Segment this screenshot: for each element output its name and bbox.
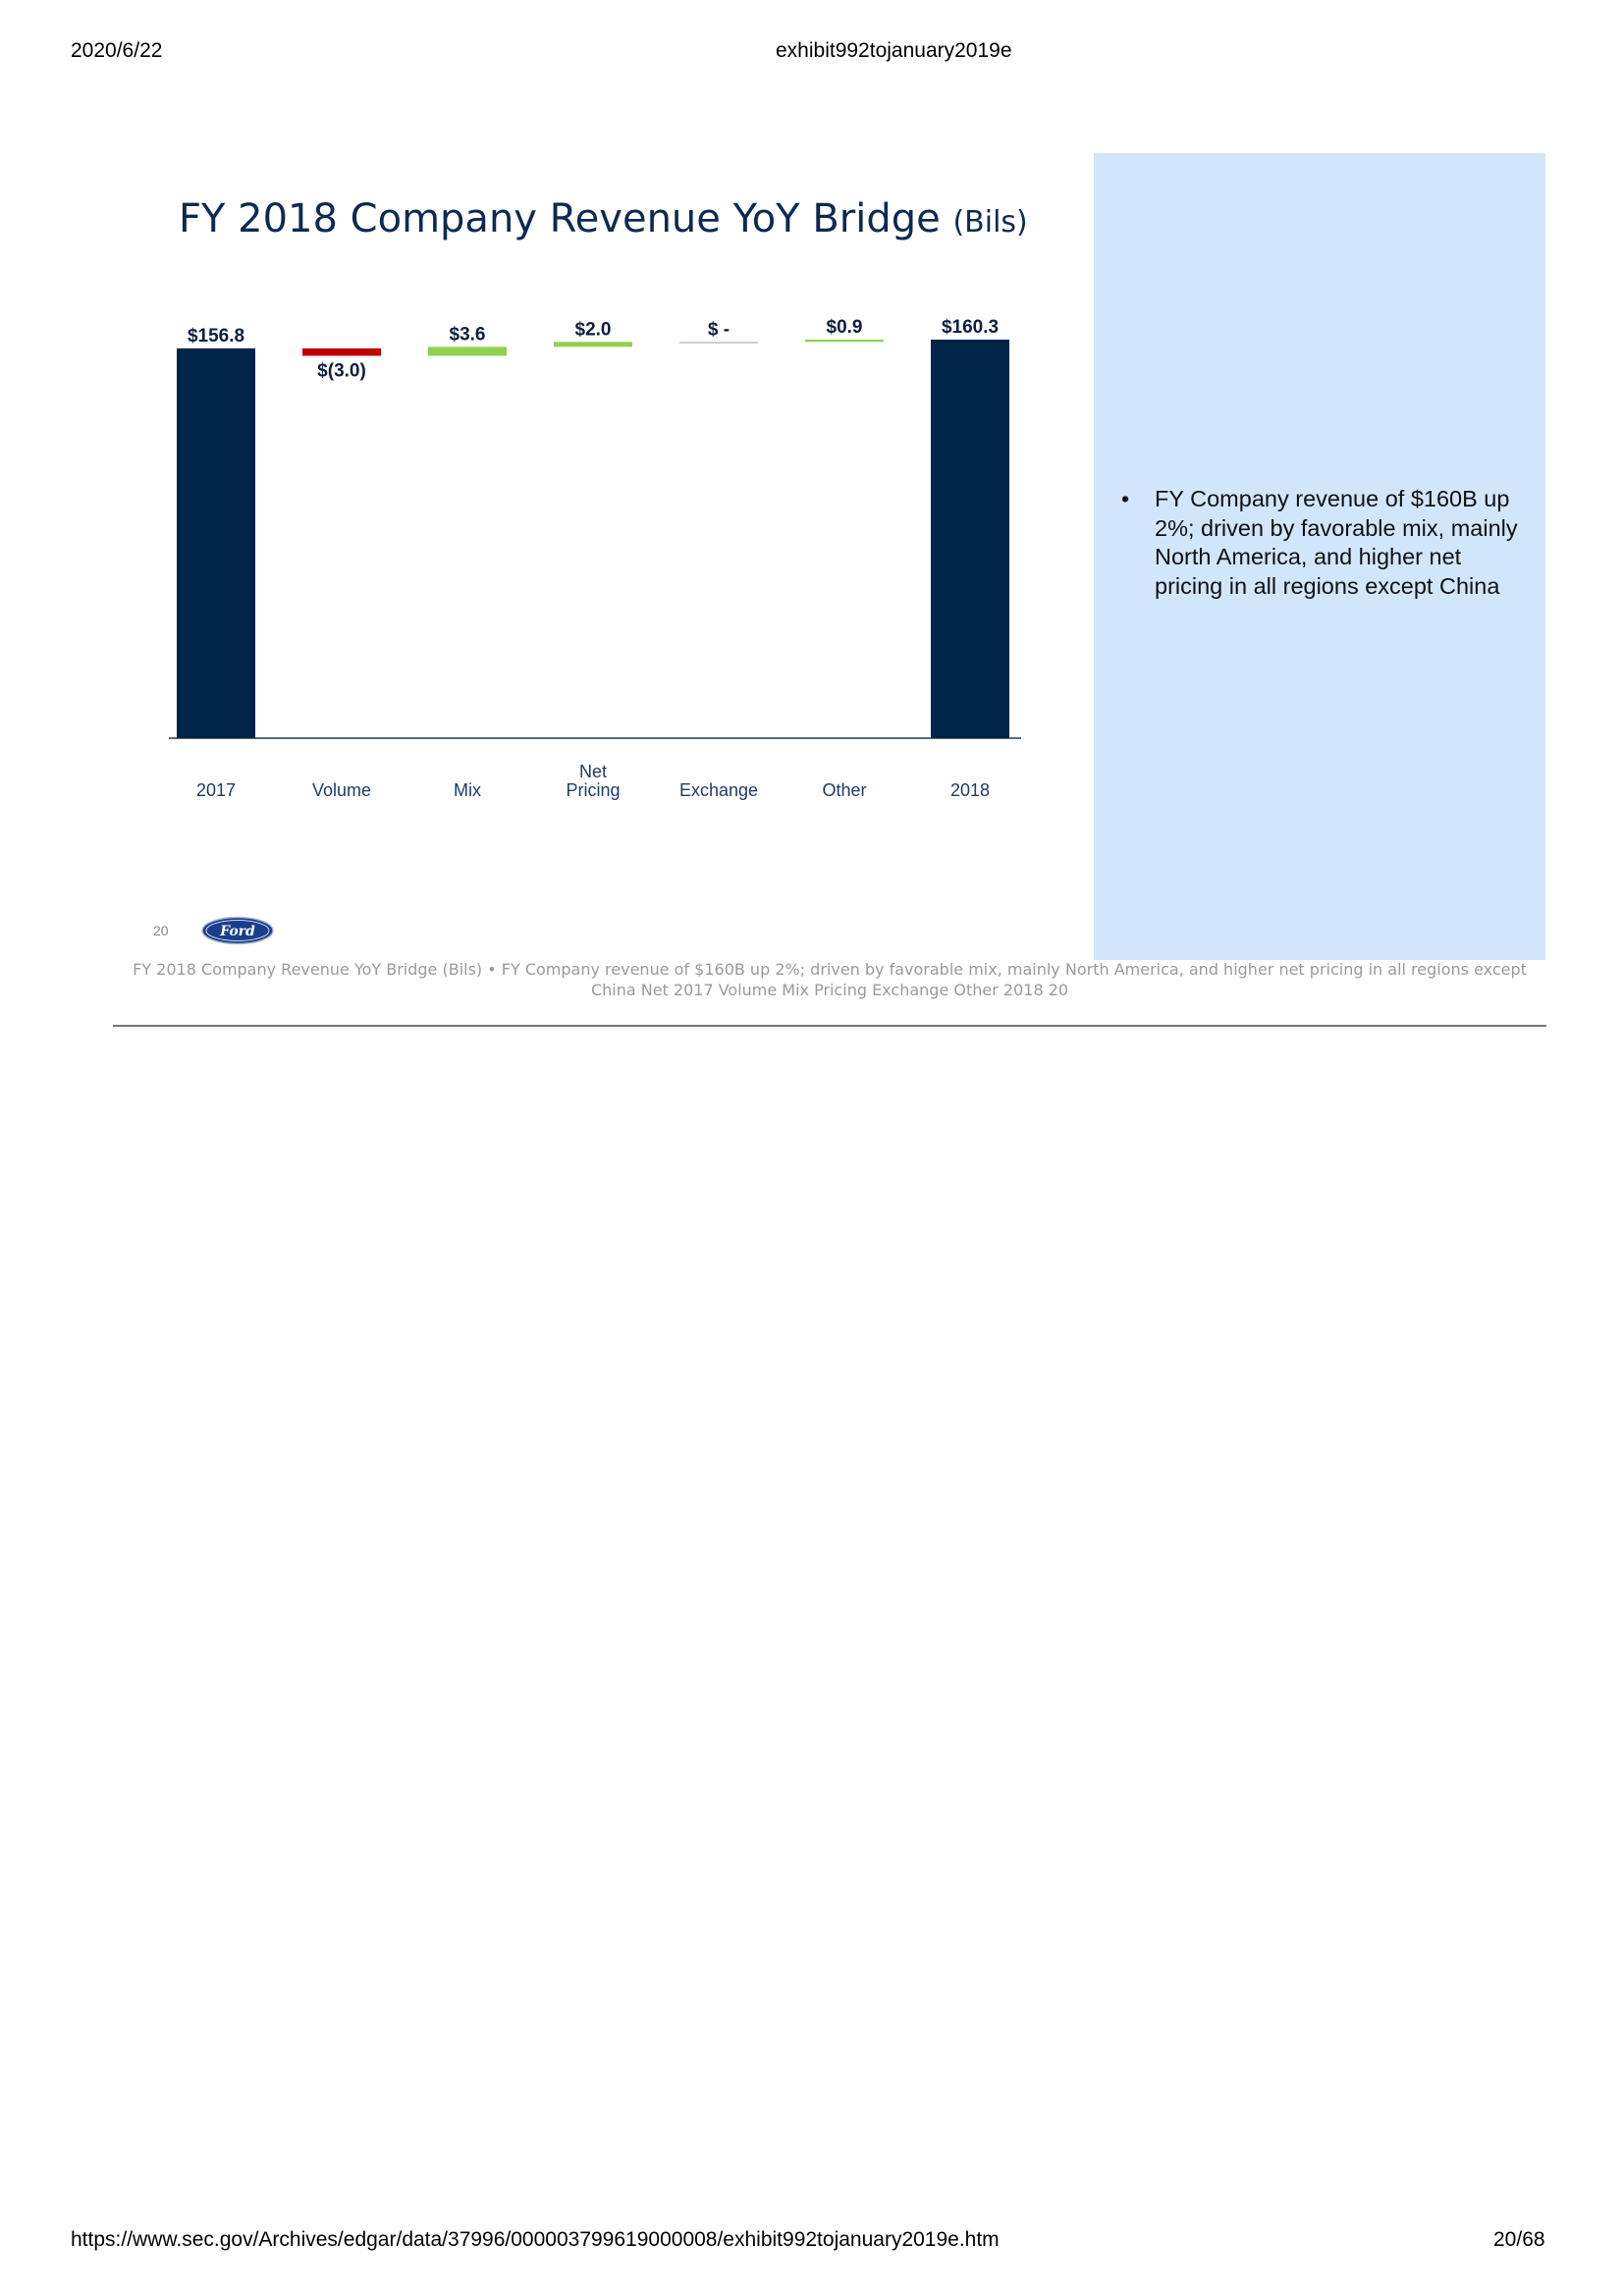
data-label: $(3.0): [317, 360, 366, 381]
side-panel: • FY Company revenue of $160B up 2%; dri…: [1094, 153, 1545, 960]
ford-logo-text: Ford: [219, 924, 255, 939]
source-url: https://www.sec.gov/Archives/edgar/data/…: [71, 2228, 1000, 2251]
category-label: 2018: [950, 780, 990, 800]
category-label: Net: [579, 762, 607, 781]
category-label: Exchange: [679, 780, 758, 800]
data-label: $156.8: [188, 326, 244, 347]
slide-title-unit: (Bils): [952, 205, 1028, 240]
ford-logo: Ford: [201, 916, 274, 945]
slide-title: FY 2018 Company Revenue YoY Bridge (Bils…: [179, 196, 1028, 241]
category-label: Other: [822, 780, 866, 800]
document-title: exhibit992tojanuary2019e: [776, 39, 1012, 62]
category-label: Mix: [454, 780, 481, 800]
chart-svg: $156.8 2017 $(3.0) Volume $3.6 Mix $2.0 NetPric…: [169, 317, 1021, 800]
category-label: Volume: [312, 780, 371, 800]
category-label: Pricing: [566, 780, 620, 800]
data-label: $2.0: [575, 319, 612, 340]
horizontal-rule: [113, 1025, 1546, 1027]
bullet-text: FY Company revenue of $160B up 2%; drive…: [1155, 486, 1518, 599]
bar-2018: [931, 340, 1009, 738]
revenue-bridge-chart: $156.8 2017 $(3.0) Volume $3.6 Mix $2.0 Net Pric…: [157, 314, 1041, 825]
slide-caption: FY 2018 Company Revenue YoY Bridge (Bils…: [133, 960, 1527, 999]
bar-volume: [302, 347, 381, 356]
data-label: $0.9: [827, 317, 863, 338]
data-label: $160.3: [942, 317, 999, 338]
data-label: $ -: [708, 319, 730, 340]
bullet-dot: •: [1121, 486, 1130, 511]
bar-other: [805, 340, 884, 343]
category-label: 2017: [196, 780, 236, 800]
bar-2017: [177, 347, 255, 738]
print-page-number: 20/68: [1493, 2228, 1545, 2251]
slide-title-text: FY 2018 Company Revenue YoY Bridge: [179, 196, 941, 241]
data-label: $3.6: [450, 324, 486, 345]
bar-mix: [428, 347, 507, 356]
bar-net-pricing: [554, 342, 632, 347]
slide-page-number: 20: [153, 923, 169, 938]
bullet-point: • FY Company revenue of $160B up 2%; dri…: [1121, 485, 1528, 601]
bar-exchange: [679, 342, 758, 344]
print-date: 2020/6/22: [71, 39, 163, 62]
